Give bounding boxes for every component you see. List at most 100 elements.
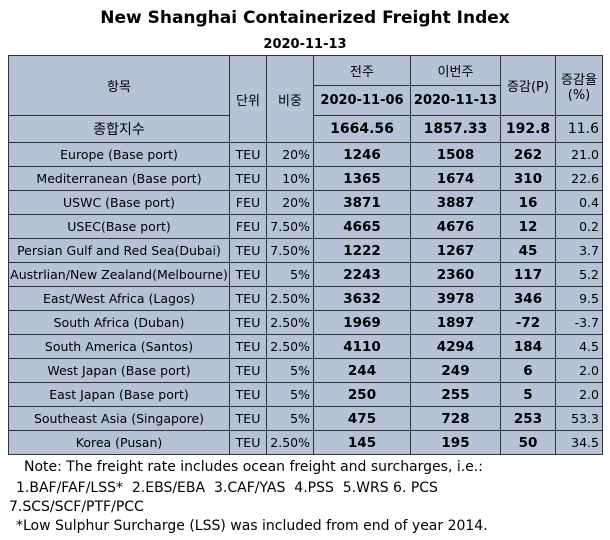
cell-change: -72 [500, 310, 556, 335]
cell-weight: 7.50% [266, 214, 314, 239]
table-row: South America (Santos) TEU 2.50% 4110 4294 18… [8, 334, 603, 359]
cell-cur: 1267 [410, 238, 501, 263]
cell-unit: TEU [229, 406, 267, 431]
composite-rate: 11.6 [555, 115, 603, 143]
cell-rate: 4.5 [555, 334, 603, 359]
cell-route: Southeast Asia (Singapore) [8, 406, 230, 431]
cell-unit: TEU [229, 262, 267, 287]
cell-weight: 5% [266, 358, 314, 383]
cell-rate: 0.2 [555, 214, 603, 239]
cell-cur: 195 [410, 430, 501, 455]
cell-prev: 145 [313, 430, 411, 455]
header-row: 항목 단위 비중 전주 이번주 증감(P) 증감율 (%) [8, 55, 603, 143]
header-rate: 증감율 (%) [555, 55, 603, 116]
cell-rate: 5.2 [555, 262, 603, 287]
cell-change: 16 [500, 190, 556, 215]
cell-rate: -3.7 [555, 310, 603, 335]
cell-prev: 1222 [313, 238, 411, 263]
cell-weight: 2.50% [266, 286, 314, 311]
cell-rate: 34.5 [555, 430, 603, 455]
cell-cur: 3978 [410, 286, 501, 311]
cell-weight: 2.50% [266, 310, 314, 335]
table-row: USEC(Base port) FEU 7.50% 4665 4676 12 0.2 [8, 214, 603, 239]
cell-route: Mediterranean (Base port) [8, 166, 230, 191]
cell-rate: 9.5 [555, 286, 603, 311]
cell-route: East/West Africa (Lagos) [8, 286, 230, 311]
cell-unit: FEU [229, 214, 267, 239]
cell-route: Korea (Pusan) [8, 430, 230, 455]
note-line: 1.BAF/FAF/LSS* 2.EBS/EBA 3.CAF/YAS 4.PSS… [16, 480, 438, 496]
cell-weight: 20% [266, 142, 314, 167]
composite-prev: 1664.56 [313, 115, 411, 143]
header-prev-week: 전주 [313, 55, 411, 86]
table-row: Persian Gulf and Red Sea(Dubai) TEU 7.50% 1… [8, 238, 603, 263]
note-line: Note: The freight rate includes ocean fr… [24, 459, 483, 475]
cell-prev: 1246 [313, 142, 411, 167]
cell-prev: 4665 [313, 214, 411, 239]
freight-index-table: 항목 단위 비중 전주 이번주 증감(P) 증감율 (%) 2020-11-06 … [8, 55, 603, 455]
cell-route: South Africa (Duban) [8, 310, 230, 335]
cell-unit: TEU [229, 166, 267, 191]
cell-change: 45 [500, 238, 556, 263]
cell-cur: 255 [410, 382, 501, 407]
cell-rate: 21.0 [555, 142, 603, 167]
cell-prev: 1969 [313, 310, 411, 335]
cell-rate: 0.4 [555, 190, 603, 215]
header-this-date: 2020-11-13 [410, 85, 501, 116]
cell-route: Europe (Base port) [8, 142, 230, 167]
cell-change: 12 [500, 214, 556, 239]
cell-route: Persian Gulf and Red Sea(Dubai) [8, 238, 230, 263]
cell-route: Austrlian/New Zealand(Melbourne) [8, 262, 230, 287]
page-title: New Shanghai Containerized Freight Index [100, 8, 510, 28]
cell-weight: 10% [266, 166, 314, 191]
cell-weight: 5% [266, 262, 314, 287]
cell-prev: 475 [313, 406, 411, 431]
cell-rate: 3.7 [555, 238, 603, 263]
header-item: 항목 [8, 55, 230, 116]
header-this-week: 이번주 [410, 55, 501, 86]
cell-cur: 1897 [410, 310, 501, 335]
table-row: Europe (Base port) TEU 20% 1246 1508 262 21.0 [8, 142, 603, 167]
table-row: South Africa (Duban) TEU 2.50% 1969 1897 -72-… [8, 310, 603, 335]
cell-unit: TEU [229, 142, 267, 167]
cell-change: 253 [500, 406, 556, 431]
table-row: Korea (Pusan) TEU 2.50% 145 195 50 34.5 [8, 430, 603, 455]
cell-prev: 4110 [313, 334, 411, 359]
cell-cur: 728 [410, 406, 501, 431]
cell-unit: TEU [229, 334, 267, 359]
composite-label: 종합지수 [8, 115, 230, 143]
cell-unit: TEU [229, 382, 267, 407]
cell-weight: 2.50% [266, 430, 314, 455]
cell-cur: 1508 [410, 142, 501, 167]
cell-weight: 5% [266, 382, 314, 407]
cell-route: USWC (Base port) [8, 190, 230, 215]
cell-route: USEC(Base port) [8, 214, 230, 239]
cell-weight: 5% [266, 406, 314, 431]
table-row: East Japan (Base port) TEU 5% 250 255 5 2.0 [8, 382, 603, 407]
cell-rate: 2.0 [555, 382, 603, 407]
cell-change: 6 [500, 358, 556, 383]
cell-prev: 250 [313, 382, 411, 407]
note-line: 7.SCS/SCF/PTF/PCC [9, 499, 144, 515]
index-date: 2020-11-13 [263, 37, 347, 52]
table-row: Southeast Asia (Singapore) TEU 5% 475 728 253… [8, 406, 603, 431]
composite-change: 192.8 [500, 115, 556, 143]
cell-cur: 249 [410, 358, 501, 383]
header-change: 증감(P) [500, 55, 556, 116]
cell-change: 262 [500, 142, 556, 167]
cell-cur: 4294 [410, 334, 501, 359]
cell-unit: TEU [229, 286, 267, 311]
cell-change: 117 [500, 262, 556, 287]
cell-route: South America (Santos) [8, 334, 230, 359]
cell-prev: 1365 [313, 166, 411, 191]
cell-cur: 4676 [410, 214, 501, 239]
cell-weight: 20% [266, 190, 314, 215]
table-row: Austrlian/New Zealand(Melbourne) TEU 5% 224… [8, 262, 603, 287]
cell-route: West Japan (Base port) [8, 358, 230, 383]
cell-change: 50 [500, 430, 556, 455]
cell-rate: 22.6 [555, 166, 603, 191]
cell-unit: TEU [229, 310, 267, 335]
composite-row: 종합지수 1664.56 1857.33 192.8 11.6 [8, 115, 603, 143]
cell-rate: 53.3 [555, 406, 603, 431]
header-prev-date: 2020-11-06 [313, 85, 411, 116]
